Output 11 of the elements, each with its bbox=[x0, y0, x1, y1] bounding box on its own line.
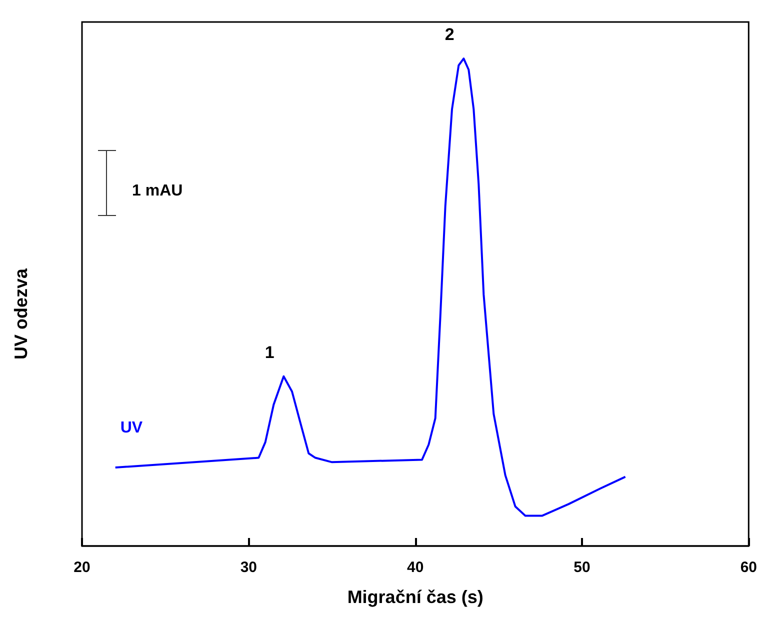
x-tick-label: 30 bbox=[240, 559, 258, 576]
x-tick-label: 40 bbox=[406, 559, 424, 576]
x-tick-label: 50 bbox=[574, 559, 590, 576]
x-axis-title: Migrační čas (s) bbox=[347, 587, 484, 607]
x-tick-label: 20 bbox=[74, 559, 90, 576]
series-label: UV bbox=[120, 419, 143, 436]
annotation: 2 bbox=[444, 25, 454, 44]
x-tick-label: 60 bbox=[740, 559, 757, 576]
y-axis-title: UV odezva bbox=[11, 267, 31, 360]
annotation: 1 bbox=[264, 342, 274, 362]
annotation: 1 mAU bbox=[132, 182, 183, 200]
